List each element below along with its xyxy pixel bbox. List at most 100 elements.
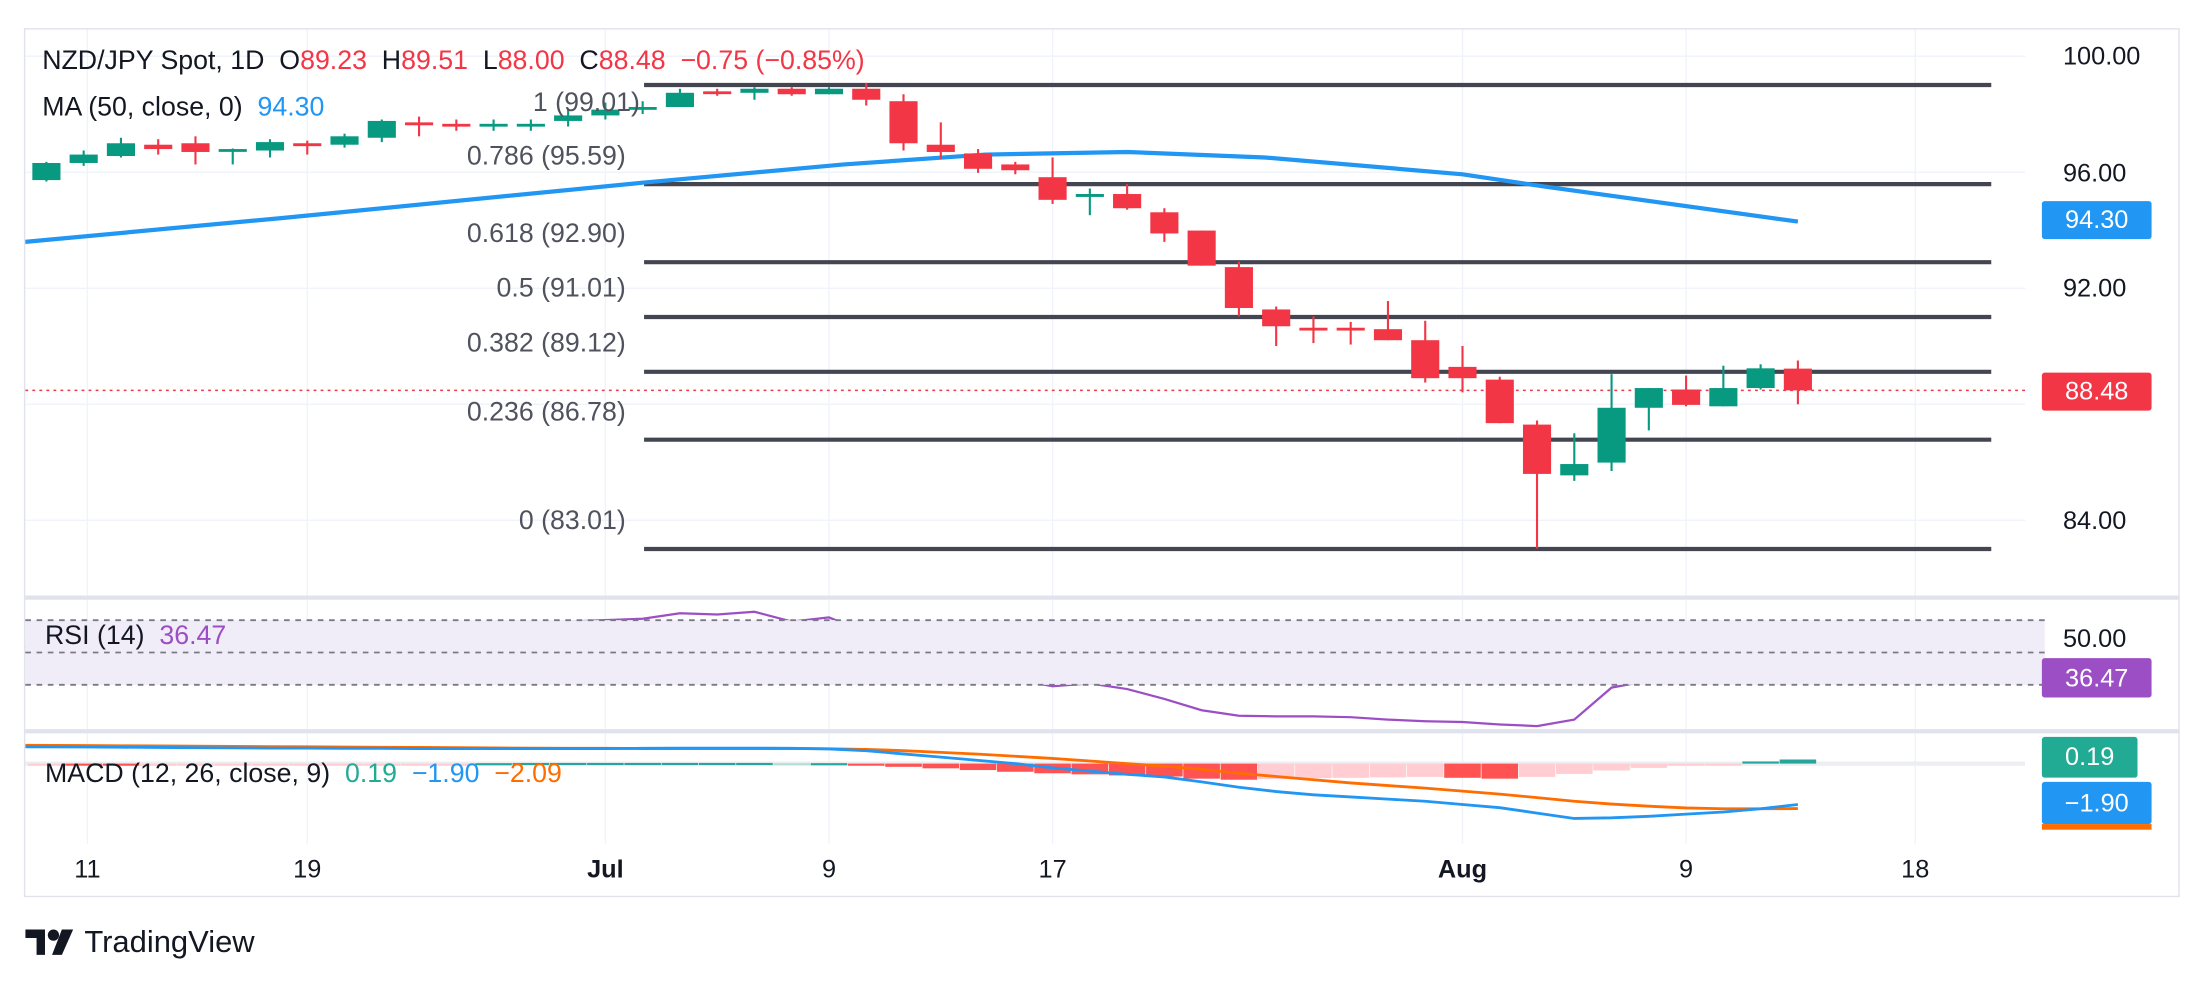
- candle: [665, 88, 694, 108]
- macd-histogram-bar: [885, 763, 922, 767]
- candle-body: [1150, 212, 1179, 234]
- candle-body: [1746, 368, 1775, 389]
- candle-body: [740, 88, 769, 93]
- time-tick-label: 17: [1038, 855, 1067, 884]
- macd-legend-signal: −2.09: [494, 759, 562, 789]
- ma-legend-label: MA (50, close, 0): [42, 92, 243, 123]
- macd-legend-label: MACD (12, 26, close, 9): [45, 759, 331, 789]
- macd-histogram-bar: [1593, 763, 1630, 771]
- candle-body: [703, 91, 732, 95]
- candle: [1113, 184, 1142, 210]
- candle: [852, 82, 881, 106]
- macd-legend[interactable]: MACD (12, 26, close, 9) 0.19 −1.90 −2.09: [45, 759, 562, 790]
- macd-histogram-bar: [549, 762, 587, 766]
- candle-body: [926, 144, 955, 152]
- macd-histogram-bar: [1518, 763, 1556, 777]
- macd-histogram-bar: [624, 762, 661, 766]
- candle-body: [1783, 368, 1812, 391]
- fib-label: 0.5 (91.01): [496, 274, 626, 305]
- macd-histogram-bar: [959, 763, 997, 771]
- candle: [106, 137, 135, 158]
- candle-body: [1001, 164, 1030, 171]
- candle: [1522, 420, 1552, 549]
- macd-histogram-bar: [1667, 763, 1705, 766]
- candle: [330, 133, 359, 148]
- tradingview-logo-text: TradingView: [84, 923, 255, 960]
- candle-body: [814, 88, 844, 95]
- symbol-title[interactable]: NZD/JPY Spot, 1D: [42, 46, 265, 76]
- macd-histogram-bar: [773, 763, 810, 766]
- time-tick-label: 9: [1679, 855, 1694, 884]
- candle-body: [665, 92, 694, 108]
- candle: [591, 102, 620, 120]
- candle-body: [1672, 389, 1701, 405]
- macd-histogram-bar: [1406, 763, 1444, 777]
- lower-panes: [25, 610, 2025, 820]
- candle: [516, 119, 545, 131]
- candle-body: [1038, 177, 1067, 200]
- candle-body: [1634, 388, 1663, 408]
- candle: [740, 87, 769, 100]
- candle: [1634, 388, 1663, 431]
- candle-body: [181, 143, 210, 152]
- candle-body: [591, 109, 620, 116]
- macd-histogram-bar: [661, 762, 699, 766]
- candle: [554, 109, 583, 127]
- candle-body: [1411, 340, 1440, 379]
- candle: [255, 139, 285, 158]
- candle: [1597, 374, 1626, 472]
- time-tick-label: 11: [74, 855, 101, 884]
- candle-body: [963, 153, 993, 169]
- fib-label: 0.618 (92.90): [466, 219, 626, 250]
- rsi-tick-50: 50.00: [2062, 624, 2127, 653]
- price-tick-label: 84.00: [2062, 506, 2127, 535]
- close-value: 88.48: [598, 46, 666, 76]
- rsi-legend-label: RSI (14): [45, 621, 145, 652]
- time-tick-label: Jul: [587, 855, 624, 884]
- candle-body: [1336, 327, 1365, 331]
- candle-body: [405, 122, 434, 126]
- candle-body: [218, 149, 247, 152]
- candle: [1411, 320, 1440, 383]
- candle-body: [1522, 424, 1552, 474]
- price-tick-label: 96.00: [2062, 158, 2127, 187]
- candle: [367, 119, 396, 143]
- tradingview-logo[interactable]: TradingView: [25, 923, 255, 961]
- candle: [1448, 345, 1477, 393]
- rsi-legend[interactable]: RSI (14) 36.47: [45, 622, 226, 653]
- candle-body: [628, 107, 657, 110]
- candle: [1075, 188, 1104, 216]
- macd-histogram-bar: [922, 763, 960, 769]
- candle: [1560, 433, 1589, 481]
- open-label: O: [279, 46, 301, 76]
- macd-histogram-bar: [251, 763, 289, 766]
- macd-histogram-bar: [1444, 763, 1481, 778]
- candle-body: [1448, 366, 1477, 379]
- macd-histogram-bar: [139, 763, 177, 766]
- candle: [814, 87, 844, 95]
- macd-histogram-bar: [475, 763, 512, 766]
- fib-label: 0.786 (95.59): [466, 141, 626, 172]
- candle: [1262, 306, 1291, 346]
- candle-body: [442, 123, 471, 127]
- macd-histogram-bar: [363, 763, 401, 766]
- candle-body: [1113, 194, 1142, 209]
- low-value: 88.00: [497, 46, 565, 76]
- ma-legend[interactable]: MA (50, close, 0) 94.30: [42, 93, 324, 124]
- tradingview-logo-icon: [25, 929, 74, 955]
- candle-body: [255, 142, 285, 151]
- candle-body: [330, 136, 359, 145]
- candle: [144, 139, 173, 155]
- candle: [218, 148, 247, 165]
- macd-histogram-bar: [1779, 759, 1817, 764]
- macd-histogram-bar: [28, 763, 65, 766]
- candle-body: [1373, 329, 1403, 341]
- candle-body: [293, 143, 322, 147]
- candle-body: [1299, 327, 1328, 331]
- candle-body: [516, 123, 545, 127]
- macd-legend-hist: 0.19: [344, 759, 397, 789]
- candle-body: [1597, 407, 1626, 463]
- macd-histogram-bar: [1220, 763, 1258, 780]
- macd-line-label: −1.90: [2041, 781, 2152, 825]
